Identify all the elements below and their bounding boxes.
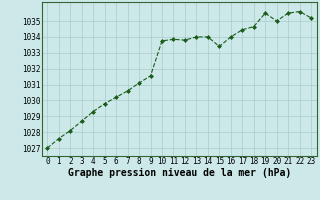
X-axis label: Graphe pression niveau de la mer (hPa): Graphe pression niveau de la mer (hPa) xyxy=(68,168,291,178)
